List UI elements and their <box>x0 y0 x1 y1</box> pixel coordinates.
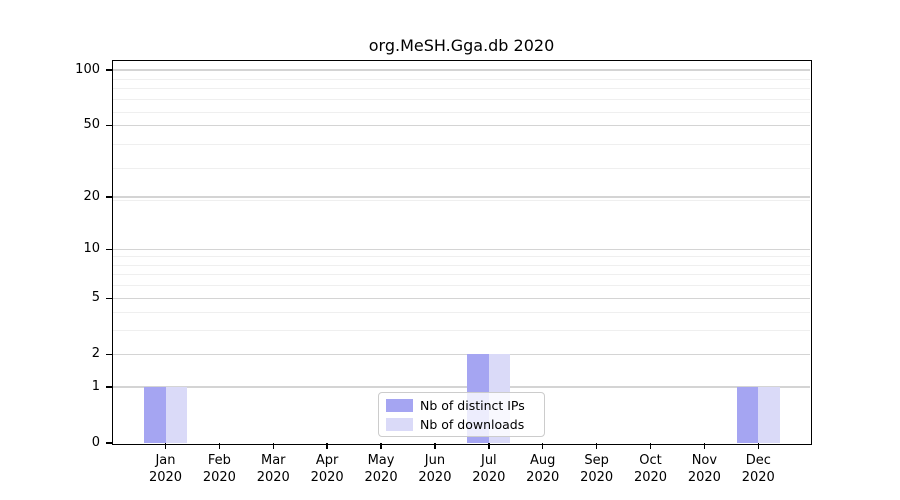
x-tick-month: Feb <box>207 453 231 468</box>
x-axis-tick-label: May 2020 <box>349 453 413 486</box>
x-tick-month: Sep <box>584 453 609 468</box>
x-axis-tick-label: Mar 2020 <box>241 453 305 486</box>
y-axis-tick-label: 50 <box>83 117 100 133</box>
x-tick-year: 2020 <box>256 469 290 485</box>
x-tick-year: 2020 <box>148 469 183 485</box>
gridline-major <box>113 196 810 198</box>
legend-label-downloads: Nb of downloads <box>420 416 525 432</box>
x-axis-tickmark <box>164 443 167 449</box>
gridline-minor <box>113 200 810 202</box>
y-axis-tick-label: 10 <box>83 241 100 257</box>
x-axis-tickmark <box>595 443 598 449</box>
x-axis-tick-label: Dec 2020 <box>726 453 790 486</box>
gridline-minor <box>113 167 810 169</box>
x-tick-year: 2020 <box>580 469 614 485</box>
x-axis-tick-label: Jan 2020 <box>134 453 198 486</box>
gridline-minor <box>113 312 810 314</box>
x-axis-tick-label: Jun 2020 <box>403 453 467 486</box>
x-axis-tickmark <box>272 443 274 449</box>
y-axis-tick-label: 0 <box>91 435 100 450</box>
x-tick-year: 2020 <box>364 469 398 485</box>
x-tick-month: Mar <box>261 453 286 468</box>
gridline-minor <box>113 264 810 266</box>
bar-downloads <box>165 387 187 443</box>
y-axis-tickmark <box>106 69 113 71</box>
x-axis-tickmark <box>757 443 759 449</box>
x-axis-tick-label: Jul 2020 <box>457 453 521 486</box>
legend-item-downloads: Nb of downloads <box>386 417 537 432</box>
x-tick-year: 2020 <box>741 469 775 485</box>
x-tick-year: 2020 <box>472 469 506 485</box>
gridline-minor <box>113 99 810 101</box>
bar-distinct-ips <box>144 387 166 443</box>
y-axis-tick-label: 5 <box>91 290 100 306</box>
x-tick-month: Nov <box>691 453 718 468</box>
x-axis-tickmark <box>703 443 706 449</box>
gridline-major <box>113 386 810 388</box>
chart-title: org.MeSH.Gga.db 2020 <box>368 36 555 55</box>
gridline-minor <box>113 330 810 332</box>
x-tick-month: Oct <box>639 453 662 468</box>
x-axis-tickmark <box>326 443 328 449</box>
x-tick-month: Jan <box>155 453 176 468</box>
legend: Nb of distinct IPs Nb of downloads <box>378 392 545 437</box>
gridline-minor <box>113 111 810 113</box>
plot-area <box>113 61 810 443</box>
gridline-major <box>113 353 810 355</box>
x-tick-year: 2020 <box>687 469 721 485</box>
legend-swatch-distinct-ips <box>386 398 413 412</box>
x-axis-tickmark <box>649 443 652 449</box>
gridline-minor <box>113 78 810 80</box>
legend-label-distinct-ips: Nb of distinct IPs <box>420 397 525 413</box>
x-tick-month: Aug <box>530 453 556 468</box>
y-axis-tickmark <box>106 442 113 444</box>
gridline-minor <box>113 144 810 146</box>
x-axis-tick-label: Oct 2020 <box>619 453 683 486</box>
gridline-minor <box>113 88 810 90</box>
gridline-major <box>113 297 810 299</box>
bar-downloads <box>758 387 780 443</box>
x-tick-month: Dec <box>745 453 771 468</box>
y-axis-tick-label: 100 <box>75 62 100 78</box>
x-axis-tickmark <box>380 443 382 449</box>
x-tick-month: Apr <box>315 453 339 468</box>
x-tick-month: Jul <box>480 453 497 468</box>
y-axis-tick-label: 2 <box>91 346 100 362</box>
y-axis-tickmark <box>106 297 113 299</box>
legend-swatch-downloads <box>386 417 413 431</box>
y-axis-tickmark <box>106 124 113 126</box>
x-axis-tickmark <box>542 443 544 449</box>
y-axis-tickmark <box>106 353 113 355</box>
x-tick-month: Jun <box>424 453 446 468</box>
x-axis-tick-label: Apr 2020 <box>295 453 359 486</box>
x-axis-tickmark <box>488 443 490 449</box>
x-axis-tick-label: Sep 2020 <box>565 453 629 486</box>
x-axis-tick-label: Feb 2020 <box>187 453 251 486</box>
gridline-major <box>113 124 810 126</box>
legend-item-distinct-ips: Nb of distinct IPs <box>386 398 537 413</box>
bar-distinct-ips <box>736 387 759 443</box>
gridline-minor <box>113 256 810 258</box>
gridline-major <box>113 248 810 250</box>
x-axis-tick-label: Aug 2020 <box>511 453 575 486</box>
x-axis-tickmark <box>434 443 436 449</box>
y-axis-tickmark <box>106 248 113 250</box>
x-tick-year: 2020 <box>418 469 452 485</box>
y-axis-tickmark <box>106 196 113 198</box>
y-axis-tick-label: 20 <box>83 188 100 204</box>
x-tick-year: 2020 <box>310 469 344 485</box>
x-tick-year: 2020 <box>633 469 668 485</box>
gridline-major <box>113 69 810 71</box>
gridline-minor <box>113 285 810 287</box>
gridline-minor <box>113 274 810 276</box>
x-tick-year: 2020 <box>202 469 236 485</box>
y-axis-tick-label: 1 <box>91 378 100 394</box>
x-axis-tickmark <box>218 443 221 449</box>
x-tick-month: May <box>367 453 395 468</box>
x-tick-year: 2020 <box>526 469 560 485</box>
x-axis-tick-label: Nov 2020 <box>672 453 736 486</box>
y-axis-tickmark <box>106 386 113 388</box>
